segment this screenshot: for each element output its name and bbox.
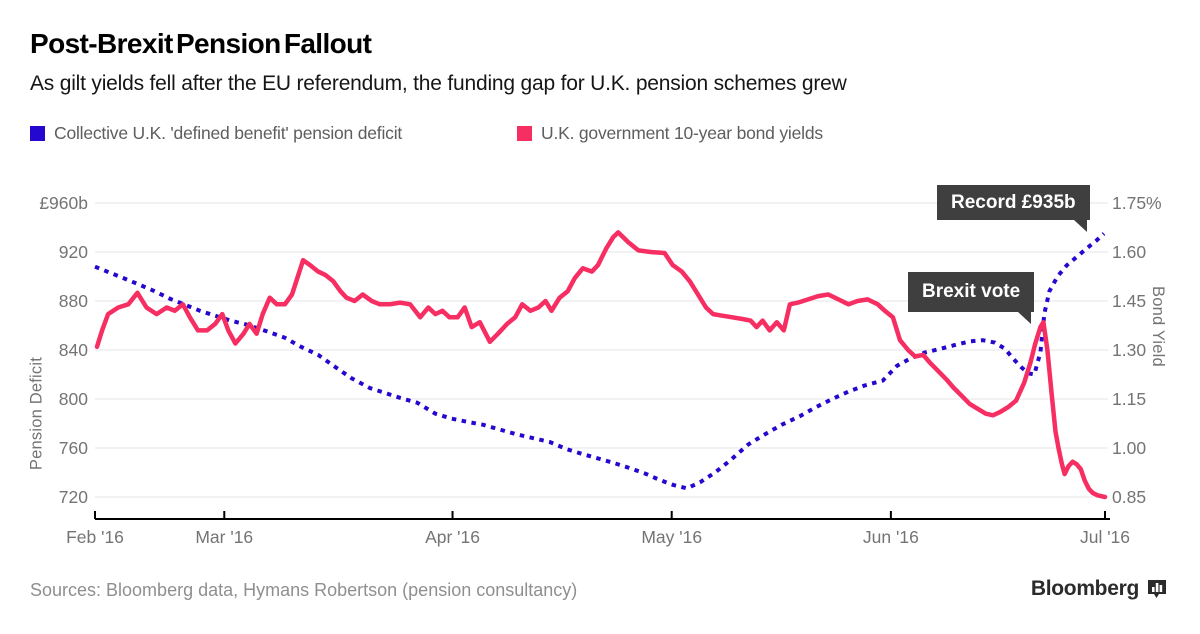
right-axis-tick-label: 1.15 bbox=[1112, 389, 1147, 409]
legend-swatch-blue bbox=[30, 126, 45, 141]
left-axis-tick-label: 880 bbox=[58, 291, 88, 311]
annotation-record-935b: Record £935b bbox=[937, 185, 1090, 232]
legend-label: U.K. government 10-year bond yields bbox=[541, 123, 823, 143]
right-axis-tick-label: 1.45 bbox=[1112, 291, 1147, 311]
left-axis-tick-label: 920 bbox=[58, 242, 88, 262]
x-axis-tick-label: Feb '16 bbox=[66, 527, 124, 547]
x-axis-tick-label: May '16 bbox=[641, 527, 703, 547]
x-axis-tick-label: Jul '16 bbox=[1079, 527, 1131, 547]
left-axis-tick-label: 840 bbox=[58, 340, 88, 360]
right-axis-tick-label: 0.85 bbox=[1112, 487, 1147, 507]
x-axis-tick-label: Apr '16 bbox=[425, 527, 480, 547]
bloomberg-logo: Bloomberg bbox=[1031, 577, 1168, 601]
legend-item-bond-yields: U.K. government 10-year bond yields bbox=[517, 123, 823, 144]
right-axis-tick-label: 1.60 bbox=[1112, 242, 1147, 262]
right-axis-tick-label: 1.30 bbox=[1112, 340, 1147, 360]
page-subtitle: As gilt yields fell after the EU referen… bbox=[30, 72, 847, 95]
page-title: Post-Brexit Pension Fallout bbox=[30, 28, 372, 59]
left-axis-tick-label: £960b bbox=[39, 193, 88, 213]
x-axis-tick-label: Jun '16 bbox=[862, 527, 919, 547]
legend-item-pension-deficit: Collective U.K. 'defined benefit' pensio… bbox=[30, 123, 402, 144]
x-axis-tick-label: Mar '16 bbox=[195, 527, 254, 547]
sources-text: Sources: Bloomberg data, Hymans Robertso… bbox=[30, 580, 578, 600]
annotation-brexit-vote: Brexit vote bbox=[908, 272, 1035, 324]
right-axis-tick-label: 1.00 bbox=[1112, 438, 1147, 458]
bond-yield-line bbox=[94, 230, 1108, 500]
pension-deficit-line bbox=[94, 232, 1106, 491]
bloomberg-chart-bubble-icon bbox=[1148, 580, 1166, 598]
left-axis-tick-label: 720 bbox=[58, 487, 88, 507]
left-axis-tick-label: 800 bbox=[58, 389, 88, 409]
legend-swatch-pink bbox=[517, 126, 532, 141]
right-axis-tick-label: 1.75% bbox=[1112, 193, 1162, 213]
left-axis-tick-label: 760 bbox=[58, 438, 88, 458]
bloomberg-wordmark: Bloomberg bbox=[1030, 577, 1139, 600]
right-axis-title: Bond Yield bbox=[1149, 286, 1167, 367]
legend-label: Collective U.K. 'defined benefit' pensio… bbox=[54, 123, 403, 143]
